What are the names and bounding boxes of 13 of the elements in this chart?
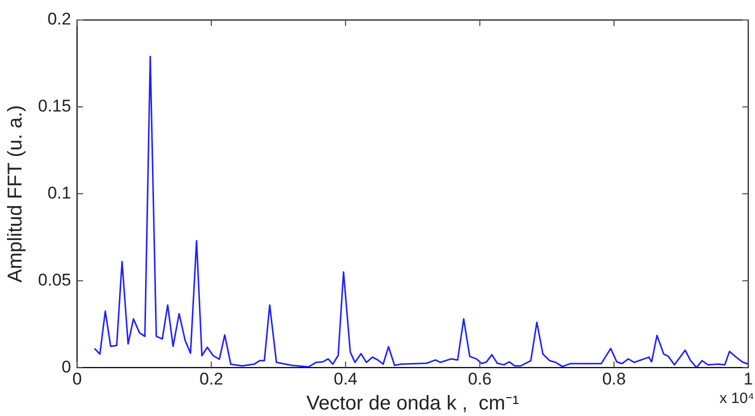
y-tick-label: 0.05 bbox=[38, 270, 72, 290]
x-axis-title: Vector de onda k , cm⁻¹ bbox=[306, 392, 520, 415]
x-tick-label: 0.4 bbox=[334, 369, 358, 388]
y-tick-label: 0.1 bbox=[47, 183, 72, 202]
x-tick-label: 0.6 bbox=[468, 369, 492, 388]
y-tick-label: 0 bbox=[62, 357, 72, 376]
y-tick-label: 0.15 bbox=[38, 96, 72, 116]
text: x 10⁴ bbox=[719, 390, 754, 408]
y-tick-label: 0.2 bbox=[47, 10, 72, 29]
x-tick-label: 1 bbox=[744, 369, 754, 388]
x-tick-label: 0.8 bbox=[602, 369, 626, 388]
y-axis-title: Amplitud FFT (u. a.) bbox=[4, 105, 27, 283]
x-tick-label: 0.2 bbox=[200, 369, 224, 388]
